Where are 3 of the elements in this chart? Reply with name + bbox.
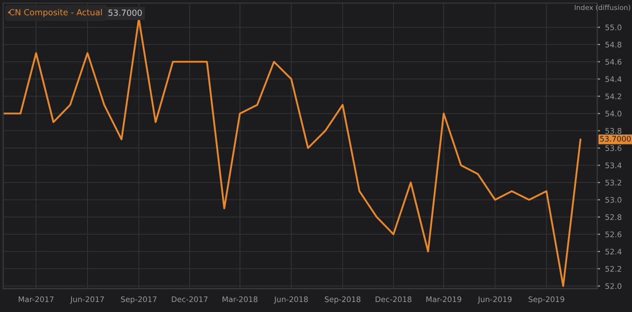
legend-label: CN Composite - Actual bbox=[9, 8, 102, 18]
line-series bbox=[3, 18, 582, 287]
annotation: 53.7000 bbox=[108, 10, 142, 16]
